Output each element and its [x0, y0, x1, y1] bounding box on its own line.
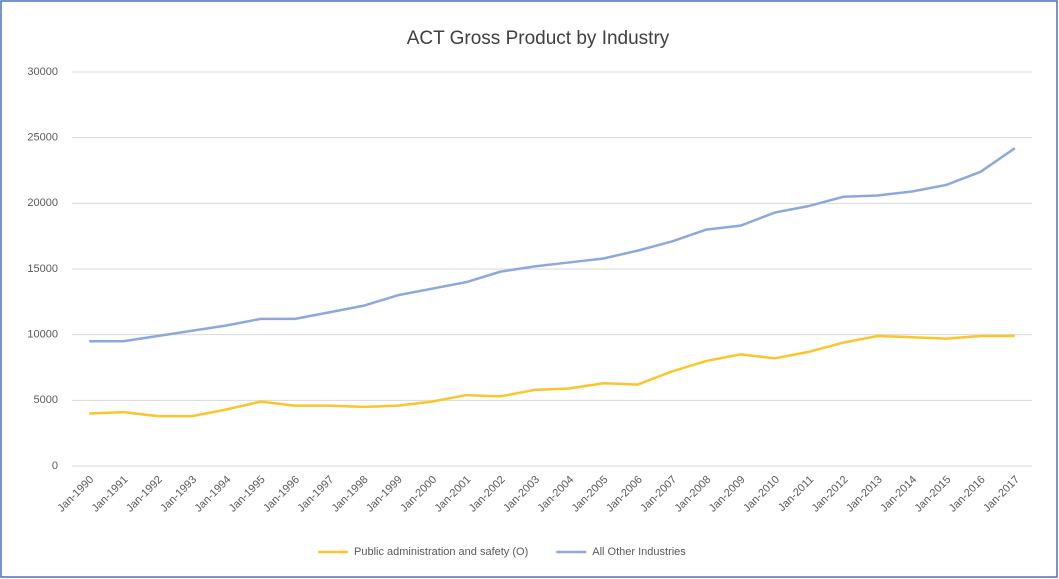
y-tick-label: 10000	[27, 329, 58, 341]
y-tick-label: 30000	[27, 66, 58, 78]
y-tick-label: 15000	[27, 263, 58, 275]
y-tick-label: 0	[52, 460, 58, 472]
y-tick-label: 20000	[27, 197, 58, 209]
y-tick-label: 25000	[27, 132, 58, 144]
legend-label: All Other Industries	[592, 546, 686, 558]
legend-label: Public administration and safety (O)	[354, 546, 528, 558]
series-line	[89, 147, 1016, 343]
y-tick-label: 5000	[34, 394, 58, 406]
series-line	[89, 334, 1015, 418]
chart-title: ACT Gross Product by Industry	[407, 28, 670, 49]
